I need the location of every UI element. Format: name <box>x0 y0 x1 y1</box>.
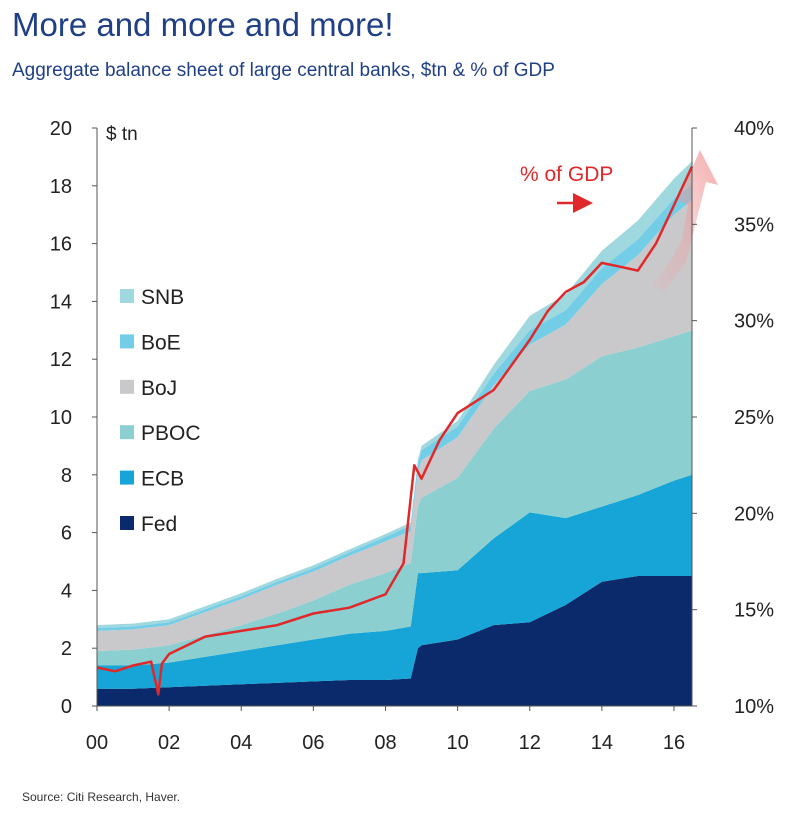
legend-label-boj: BoJ <box>141 377 177 400</box>
legend-swatch-pboc <box>120 425 134 440</box>
legend-swatch-fed <box>120 516 134 530</box>
trend-arrow <box>652 150 718 292</box>
area-ecb <box>97 474 692 689</box>
stacked-areas <box>97 161 692 706</box>
x-tick-label: 14 <box>591 732 613 754</box>
x-tick-label: 12 <box>519 732 541 754</box>
left-tick-label: 8 <box>61 465 72 487</box>
area-boj <box>97 200 692 652</box>
legend: SNB BoE BoJ PBOC ECB Fed <box>120 286 201 536</box>
legend-label-pboc: PBOC <box>141 422 201 445</box>
left-axis-unit: $ tn <box>106 124 138 145</box>
right-tick-label: 35% <box>734 214 774 236</box>
left-tick-label: 12 <box>50 349 72 371</box>
pct-gdp-annotation: % of GDP <box>520 163 613 213</box>
chart-title: More and more and more! <box>12 6 394 43</box>
x-tick-label: 08 <box>374 732 396 754</box>
x-tick-label: 04 <box>230 732 252 754</box>
legend-label-fed: Fed <box>141 513 177 536</box>
legend-swatch-boe <box>120 334 134 349</box>
trend-arrow-shape <box>652 150 718 292</box>
left-tick-label: 4 <box>61 580 72 602</box>
right-tick-label: 15% <box>734 600 774 622</box>
x-tick-label: 10 <box>446 732 468 754</box>
right-tick-label: 10% <box>734 696 774 718</box>
pct-gdp-annotation-label: % of GDP <box>520 163 613 186</box>
left-tick-label: 0 <box>61 696 72 718</box>
x-tick-label: 00 <box>86 732 108 754</box>
pct-of-gdp-line <box>96 165 694 696</box>
right-tick-label: 30% <box>734 311 774 333</box>
legend-swatch-ecb <box>120 470 134 485</box>
legend-swatch-boj <box>120 379 134 394</box>
x-tick-label: 06 <box>302 732 324 754</box>
right-tick-label: 20% <box>734 503 774 525</box>
left-tick-label: 6 <box>61 523 72 545</box>
legend-label-boe: BoE <box>141 331 181 354</box>
left-tick-label: 14 <box>50 291 72 313</box>
pct-of-gdp-line-group <box>96 165 694 696</box>
legend-label-ecb: ECB <box>141 468 184 491</box>
left-tick-label: 16 <box>50 234 72 256</box>
source-note: Source: Citi Research, Haver. <box>22 790 181 804</box>
x-tick-label: 02 <box>158 732 180 754</box>
left-tick-label: 2 <box>61 638 72 660</box>
right-tick-label: 25% <box>734 407 774 429</box>
legend-label-snb: SNB <box>141 286 184 309</box>
legend-swatch-snb <box>120 289 134 303</box>
area-fed <box>97 576 692 706</box>
chart-subtitle: Aggregate balance sheet of large central… <box>12 60 555 81</box>
left-tick-label: 18 <box>50 176 72 198</box>
right-tick-label: 40% <box>734 118 774 140</box>
left-tick-label: 20 <box>50 118 72 140</box>
x-tick-label: 16 <box>663 732 685 754</box>
area-pboc <box>97 330 692 666</box>
left-tick-label: 10 <box>50 407 72 429</box>
